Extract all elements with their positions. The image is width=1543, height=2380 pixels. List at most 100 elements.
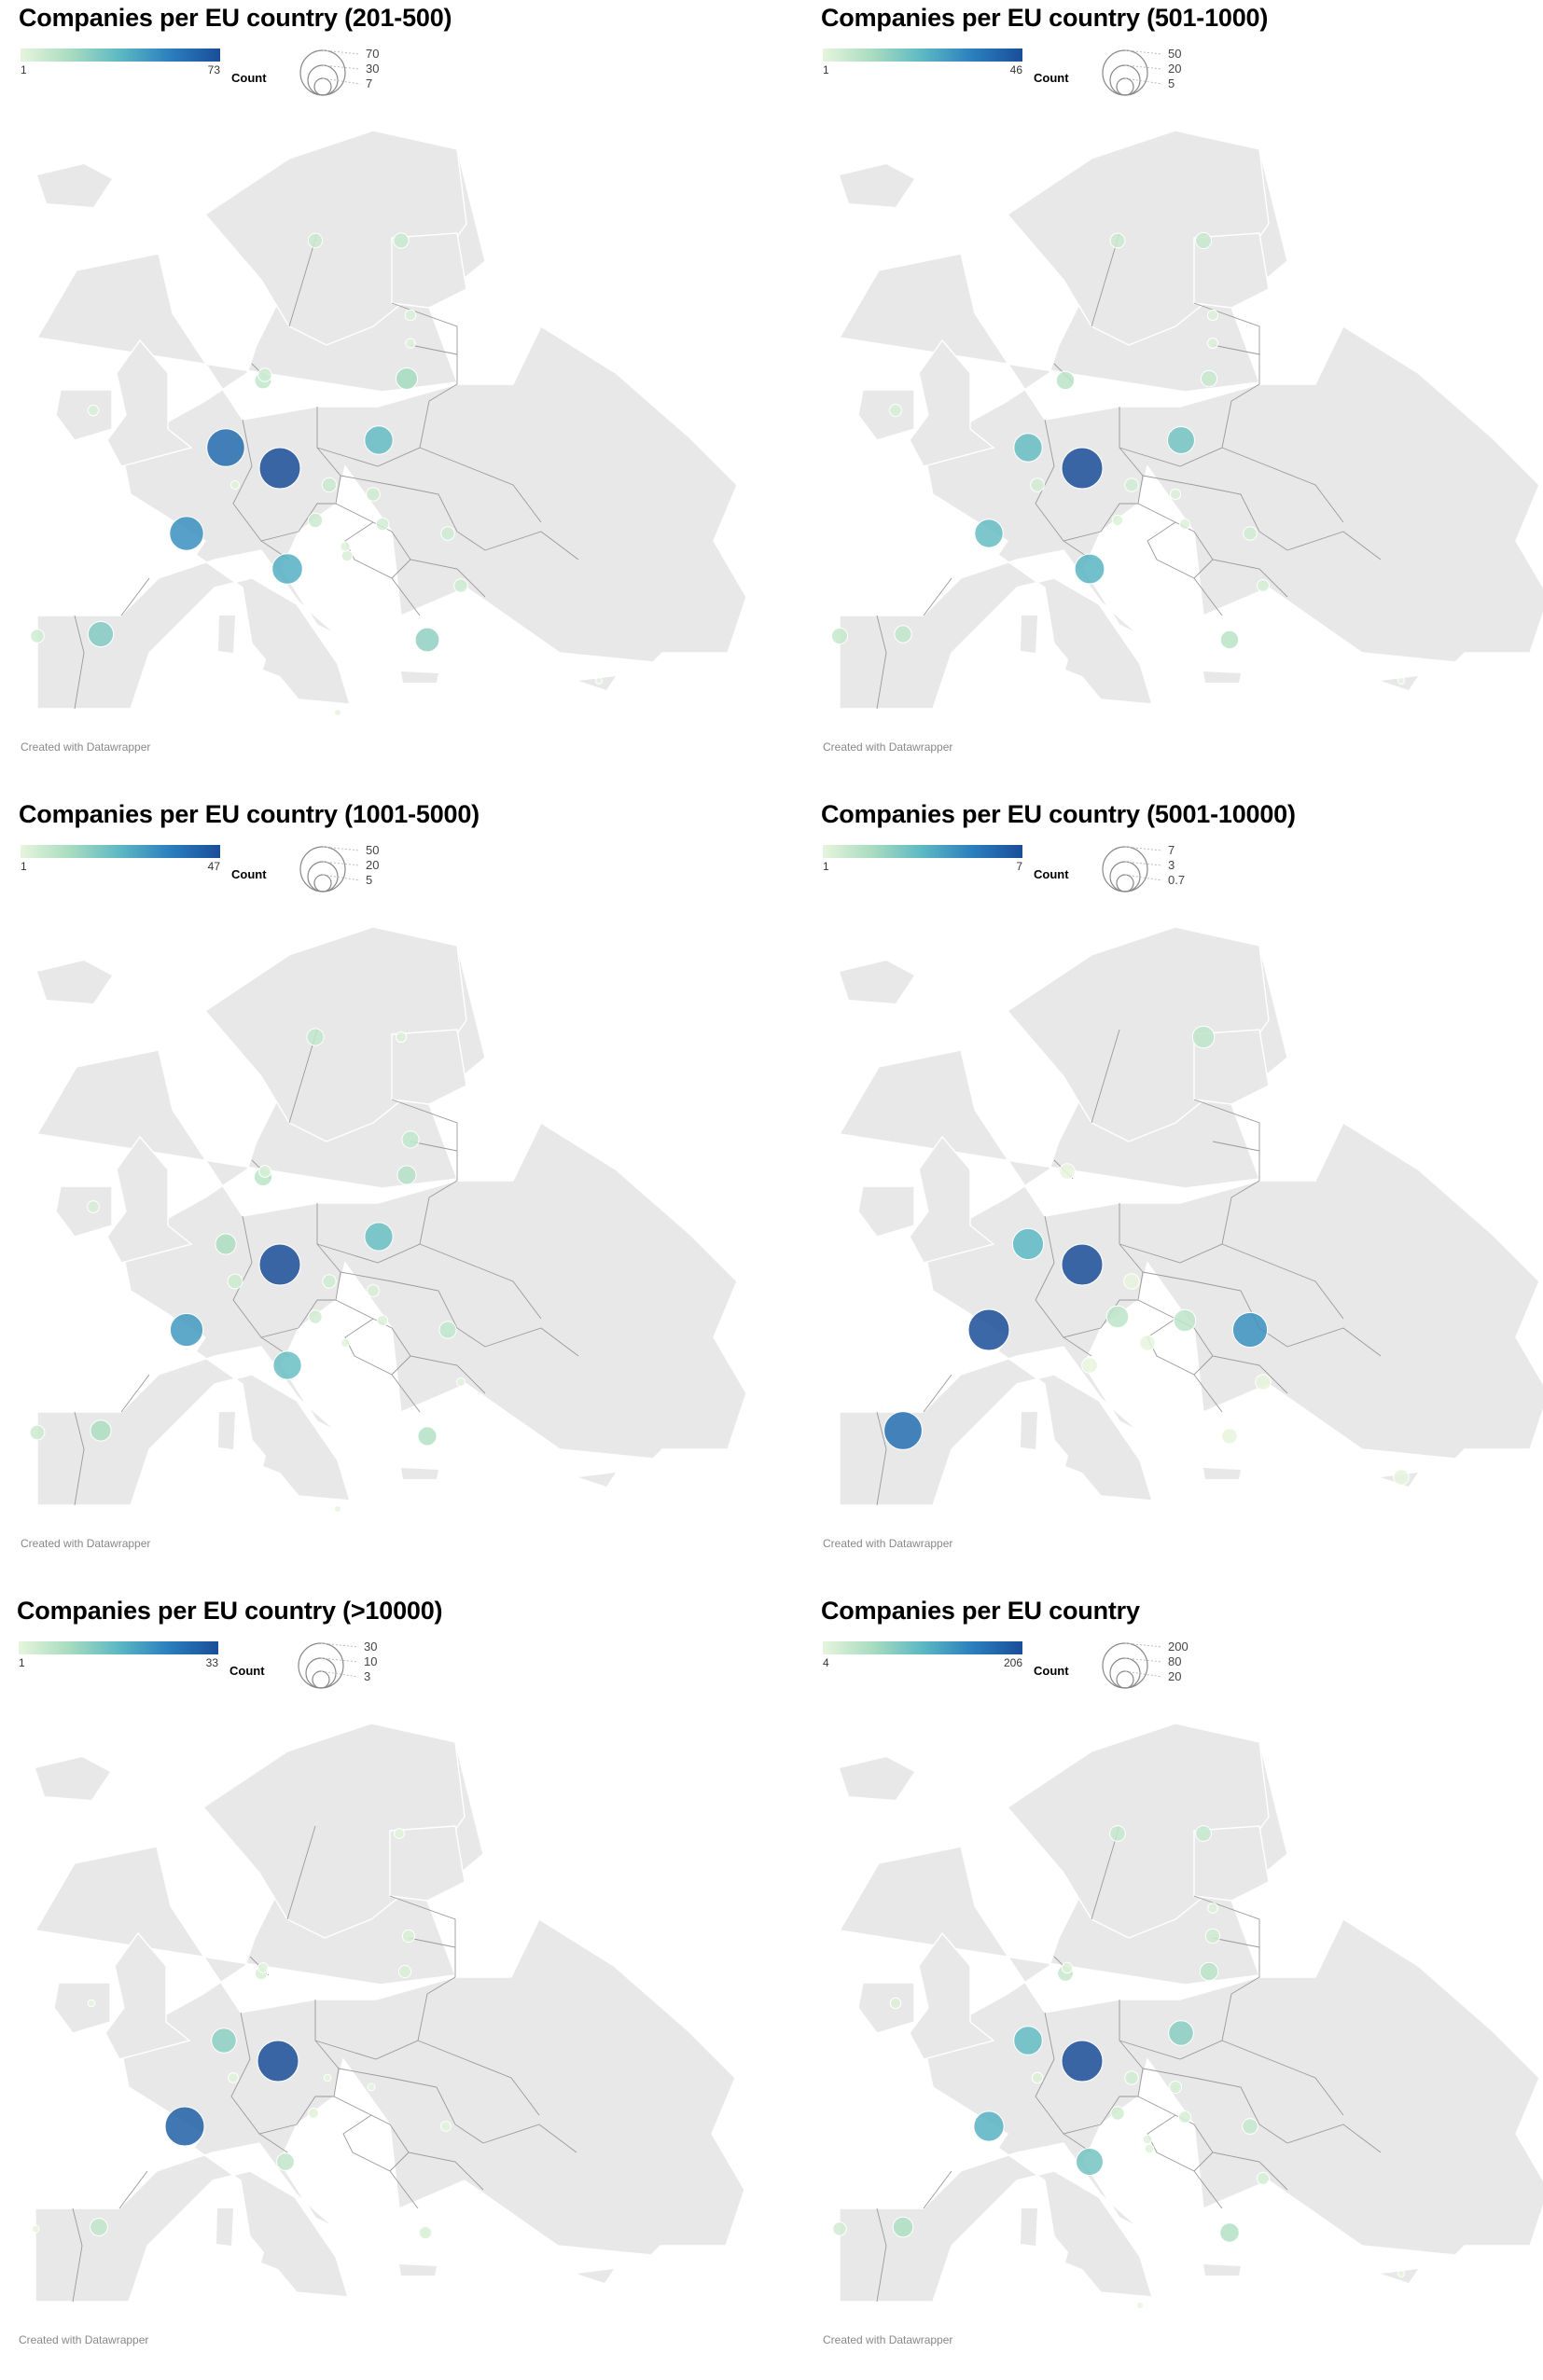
bubble-slovakia[interactable]: Slovakia: 18 bbox=[1169, 2081, 1182, 2094]
bubble-cyprus[interactable]: Cyprus: 5 bbox=[1397, 2270, 1405, 2277]
bubble-bulgaria[interactable]: Bulgaria: 18 bbox=[1257, 2172, 1270, 2185]
bubble-germany[interactable]: Germany: 206 bbox=[1061, 2040, 1104, 2082]
bubble-finland[interactable]: Finland: 3 bbox=[395, 1031, 408, 1044]
bubble-croatia[interactable]: Croatia: 10 bbox=[1144, 2143, 1155, 2154]
bubble-lithuania[interactable]: Lithuania: 7 bbox=[1200, 369, 1218, 388]
bubble-denmark[interactable]: Denmark: 2 bbox=[257, 1962, 269, 1973]
bubble-estonia[interactable]: Estonia: 3 bbox=[1206, 309, 1219, 322]
bubble-belgium[interactable]: Belgium: 62 bbox=[206, 428, 245, 467]
bubble-france[interactable]: France: 110 bbox=[973, 2110, 1005, 2142]
bubble-lithuania[interactable]: Lithuania: 20 bbox=[396, 367, 418, 390]
bubble-sweden[interactable]: Sweden: 8 bbox=[306, 1028, 325, 1046]
bubble-belgium[interactable]: Belgium: 100 bbox=[1013, 2026, 1043, 2055]
bubble-denmark[interactable]: Denmark: 8 bbox=[257, 367, 272, 382]
bubble-austria[interactable]: Austria: 2 bbox=[308, 2108, 319, 2119]
bubble-portugal[interactable]: Portugal: 7 bbox=[830, 627, 849, 645]
bubble-czechia[interactable]: Czechia: 1 bbox=[1123, 1273, 1140, 1290]
bubble-slovenia[interactable]: Slovenia: 2 bbox=[341, 1338, 350, 1348]
bubble-france[interactable]: France: 30 bbox=[164, 2106, 205, 2147]
bubble-bulgaria[interactable]: Bulgaria: 2 bbox=[456, 1377, 466, 1387]
bubble-france[interactable]: France: 30 bbox=[169, 1312, 204, 1348]
bubble-cyprus[interactable]: Cyprus: 1 bbox=[1397, 677, 1405, 685]
bubble-finland[interactable]: Finland: 30 bbox=[1195, 1825, 1212, 1842]
bubble-latvia[interactable]: Latvia: 4 bbox=[405, 338, 416, 349]
bubble-czechia[interactable]: Czechia: 1 bbox=[323, 2073, 332, 2082]
bubble-latvia[interactable]: Latvia: 8 bbox=[401, 1130, 420, 1149]
bubble-lithuania[interactable]: Lithuania: 40 bbox=[1199, 1961, 1219, 1982]
bubble-greece[interactable]: Greece: 9 bbox=[1219, 630, 1240, 650]
bubble-austria[interactable]: Austria: 9 bbox=[307, 512, 324, 529]
bubble-malta[interactable]: Malta: 4 bbox=[1136, 2302, 1144, 2309]
bubble-latvia[interactable]: Latvia: 3 bbox=[401, 1929, 416, 1944]
bubble-bulgaria[interactable]: Bulgaria: 4 bbox=[1257, 579, 1270, 592]
credit-text[interactable]: Created with Datawrapper bbox=[21, 1537, 151, 1550]
bubble-italy[interactable]: Italy: 90 bbox=[1076, 2148, 1104, 2176]
bubble-estonia[interactable]: Estonia: 12 bbox=[1207, 1903, 1218, 1914]
bubble-hungary[interactable]: Hungary: 18 bbox=[1178, 2110, 1191, 2124]
bubble-ireland[interactable]: Ireland: 5 bbox=[87, 404, 100, 417]
bubble-poland[interactable]: Poland: 22 bbox=[364, 1222, 394, 1252]
bubble-spain[interactable]: Spain: 6 bbox=[90, 2218, 108, 2236]
bubble-ireland[interactable]: Ireland: 1 bbox=[87, 1999, 96, 2008]
bubble-france[interactable]: France: 7 bbox=[967, 1308, 1010, 1351]
bubble-sweden[interactable]: Sweden: 9 bbox=[307, 232, 324, 249]
bubble-portugal[interactable]: Portugal: 6 bbox=[29, 1424, 46, 1441]
bubble-greece[interactable]: Greece: 25 bbox=[414, 627, 440, 653]
bubble-belgium[interactable]: Belgium: 12 bbox=[215, 1233, 237, 1255]
bubble-austria[interactable]: Austria: 2 bbox=[1105, 1305, 1130, 1329]
bubble-ireland[interactable]: Ireland: 4 bbox=[87, 1200, 100, 1213]
bubble-finland[interactable]: Finland: 2 bbox=[394, 1828, 405, 1839]
bubble-austria[interactable]: Austria: 5 bbox=[308, 1309, 323, 1324]
bubble-hungary[interactable]: Hungary: 2 bbox=[1173, 1308, 1197, 1333]
bubble-hungary[interactable]: Hungary: 7 bbox=[375, 517, 390, 532]
bubble-greece[interactable]: Greece: 10 bbox=[417, 1426, 438, 1446]
bubble-netherlands[interactable]: Netherlands: 9 bbox=[1055, 370, 1076, 391]
bubble-lithuania[interactable]: Lithuania: 3 bbox=[397, 1964, 412, 1979]
bubble-czechia[interactable]: Czechia: 9 bbox=[321, 477, 338, 493]
bubble-cyprus[interactable]: Cyprus: 1 bbox=[595, 677, 603, 685]
bubble-lithuania[interactable]: Lithuania: 10 bbox=[396, 1165, 417, 1185]
bubble-italy[interactable]: Italy: 24 bbox=[1074, 553, 1105, 585]
bubble-spain[interactable]: Spain: 28 bbox=[87, 620, 115, 648]
bubble-bulgaria[interactable]: Bulgaria: 8 bbox=[453, 578, 468, 593]
bubble-france[interactable]: France: 22 bbox=[974, 519, 1004, 548]
bubble-ireland[interactable]: Ireland: 14 bbox=[889, 1997, 902, 2010]
bubble-luxembourg[interactable]: Luxembourg: 6 bbox=[227, 1273, 243, 1290]
bubble-luxembourg[interactable]: Luxembourg: 2 bbox=[228, 2072, 239, 2083]
credit-text[interactable]: Created with Datawrapper bbox=[823, 1537, 953, 1550]
bubble-sweden[interactable]: Sweden: 30 bbox=[1109, 1825, 1126, 1842]
credit-text[interactable]: Created with Datawrapper bbox=[19, 2333, 149, 2346]
bubble-greece[interactable]: Greece: 1 bbox=[1221, 1428, 1238, 1445]
bubble-luxembourg[interactable]: Luxembourg: 5 bbox=[1030, 477, 1045, 492]
bubble-denmark[interactable]: Denmark: 4 bbox=[258, 1165, 271, 1178]
bubble-slovenia[interactable]: Slovenia: 1 bbox=[1139, 1335, 1156, 1351]
bubble-romania[interactable]: Romania: 5 bbox=[1231, 1311, 1269, 1349]
bubble-latvia[interactable]: Latvia: 25 bbox=[1204, 1928, 1221, 1944]
bubble-austria[interactable]: Austria: 22 bbox=[1110, 2106, 1125, 2121]
bubble-romania[interactable]: Romania: 30 bbox=[1242, 2118, 1258, 2135]
bubble-poland[interactable]: Poland: 35 bbox=[364, 425, 394, 455]
bubble-hungary[interactable]: Hungary: 3 bbox=[376, 1314, 389, 1327]
bubble-malta[interactable]: Malta: 1 bbox=[334, 1505, 341, 1513]
bubble-ireland[interactable]: Ireland: 4 bbox=[889, 404, 902, 417]
bubble-estonia[interactable]: Estonia: 5 bbox=[404, 309, 417, 322]
bubble-sweden[interactable]: Sweden: 6 bbox=[1109, 232, 1126, 249]
bubble-germany[interactable]: Germany: 33 bbox=[257, 2040, 299, 2082]
bubble-poland[interactable]: Poland: 20 bbox=[1167, 426, 1195, 454]
bubble-denmark[interactable]: Denmark: 14 bbox=[1061, 1961, 1074, 1974]
bubble-portugal[interactable]: Portugal: 8 bbox=[30, 629, 45, 643]
credit-text[interactable]: Created with Datawrapper bbox=[823, 740, 953, 754]
bubble-czechia[interactable]: Czechia: 5 bbox=[322, 1274, 337, 1289]
bubble-malta[interactable]: Malta: 1 bbox=[334, 709, 341, 716]
bubble-slovakia[interactable]: Slovakia: 1 bbox=[367, 2082, 376, 2092]
bubble-greece[interactable]: Greece: 45 bbox=[1219, 2222, 1240, 2243]
bubble-luxembourg[interactable]: Luxembourg: 14 bbox=[1031, 2071, 1044, 2084]
bubble-spain[interactable]: Spain: 8 bbox=[894, 625, 912, 643]
bubble-austria[interactable]: Austria: 3 bbox=[1111, 514, 1124, 527]
bubble-greece[interactable]: Greece: 3 bbox=[418, 2225, 433, 2240]
bubble-spain[interactable]: Spain: 6 bbox=[883, 1411, 923, 1450]
bubble-spain[interactable]: Spain: 50 bbox=[892, 2216, 914, 2238]
bubble-belgium[interactable]: Belgium: 22 bbox=[1013, 433, 1043, 463]
bubble-romania[interactable]: Romania: 2 bbox=[440, 2121, 452, 2132]
bubble-portugal[interactable]: Portugal: 1 bbox=[31, 2224, 40, 2234]
